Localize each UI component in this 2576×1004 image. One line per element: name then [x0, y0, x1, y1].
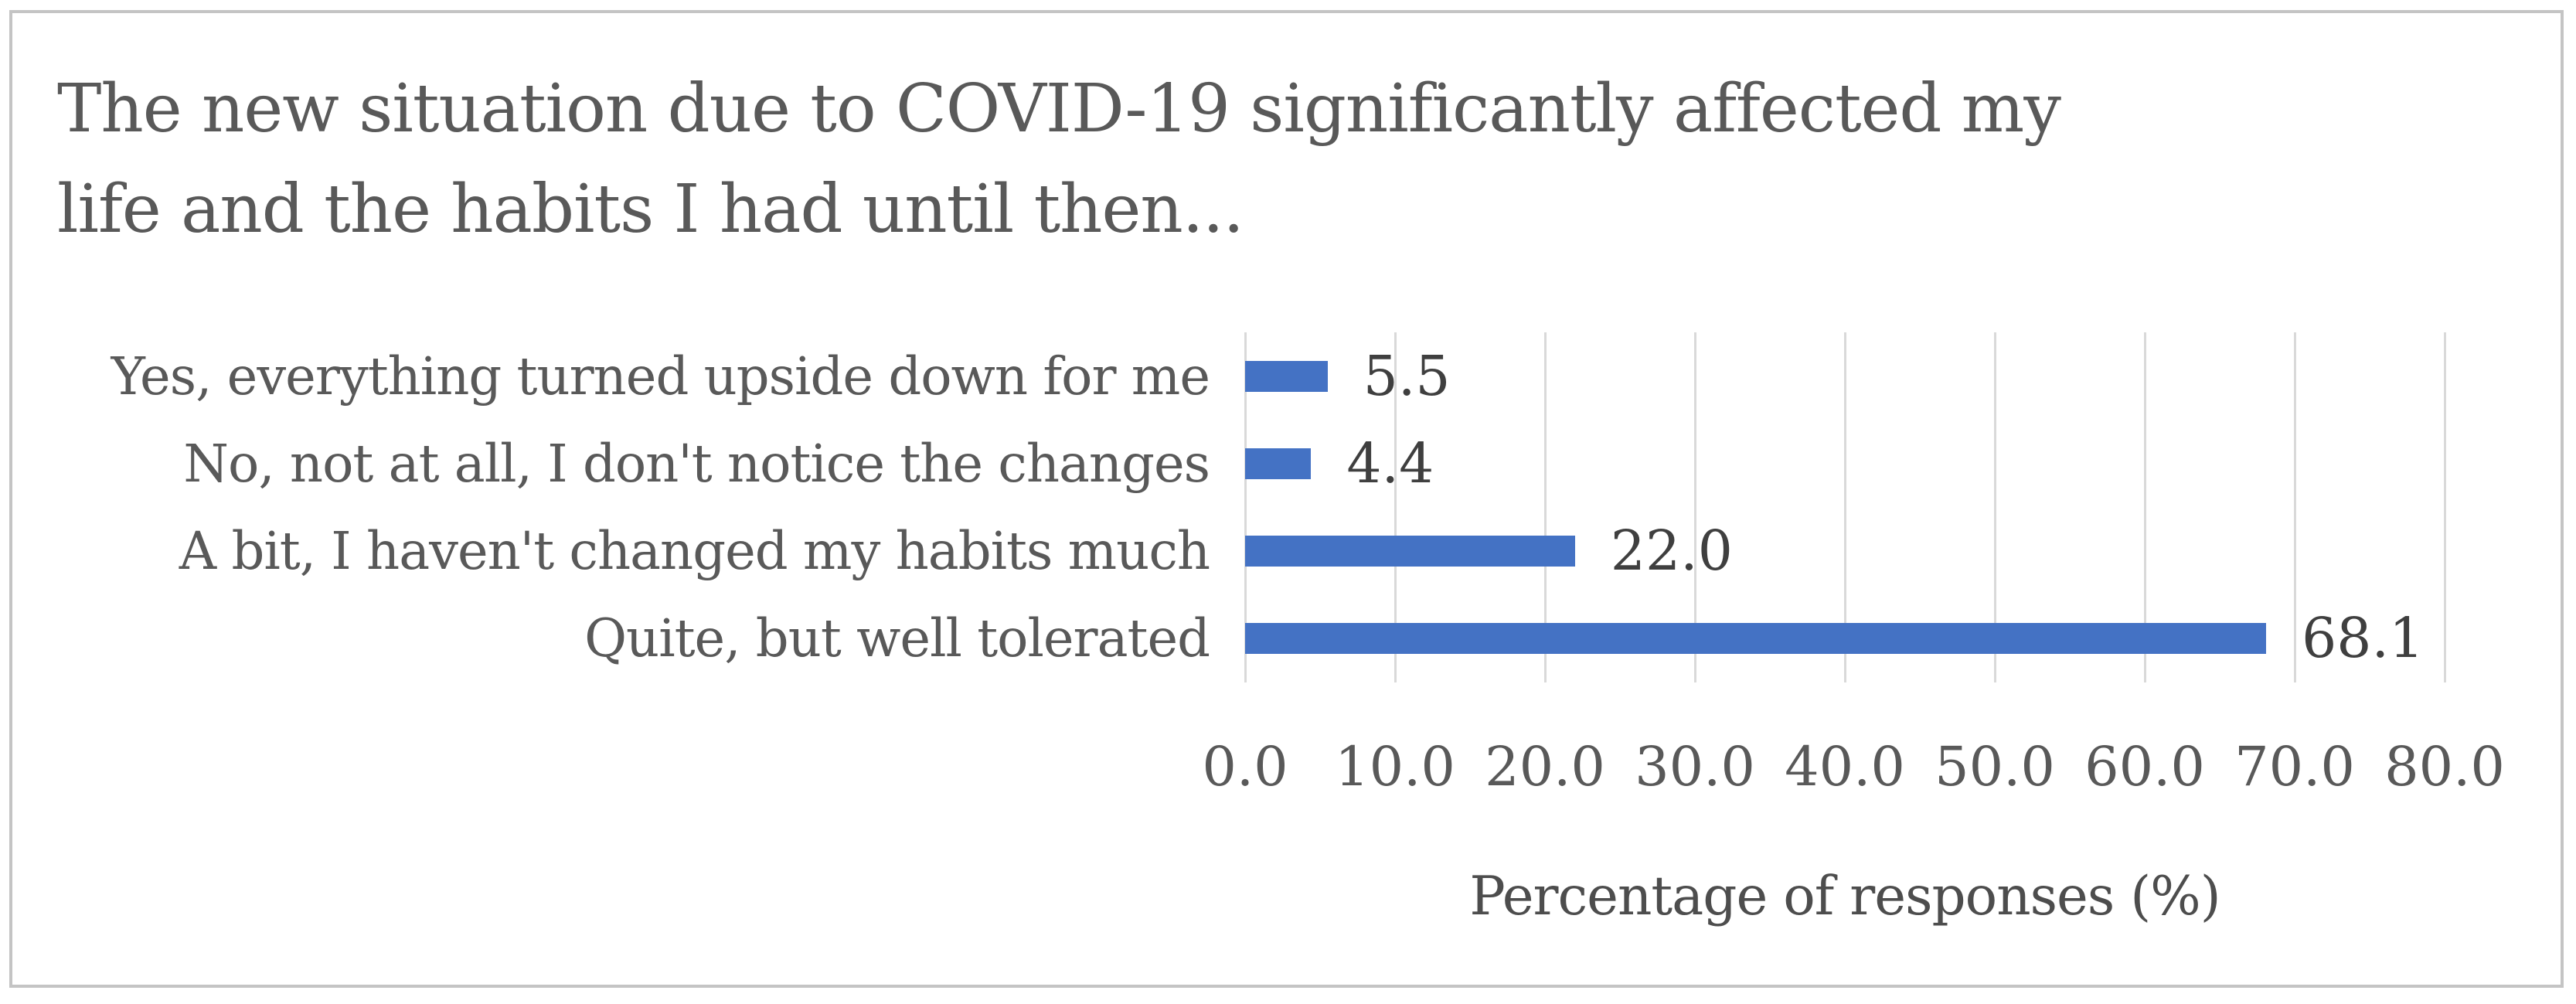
x-tick-label: 60.0 [2084, 735, 2205, 798]
category-label: A bit, I haven't changed my habits much [179, 521, 1210, 582]
gridline [1993, 332, 1996, 682]
chart-title-line-1: The new situation due to COVID-19 signif… [57, 70, 2061, 148]
gridline [2443, 332, 2446, 682]
gridline [1393, 332, 1397, 682]
x-tick-label: 20.0 [1485, 735, 1605, 798]
value-label: 5.5 [1363, 343, 1451, 408]
x-tick-label: 30.0 [1635, 735, 1755, 798]
chart-title: The new situation due to COVID-19 signif… [57, 59, 2299, 260]
x-tick-label: 10.0 [1335, 735, 1455, 798]
chart-title-line-2: life and the habits I had until then... [57, 171, 1244, 248]
gridline [1843, 332, 1846, 682]
gridline [1543, 332, 1547, 682]
gridline [1693, 332, 1696, 682]
x-axis-title: Percentage of responses (%) [1469, 866, 2220, 927]
bar [1245, 536, 1575, 567]
bar [1245, 360, 1328, 392]
x-tick-label: 80.0 [2384, 735, 2505, 798]
value-label: 68.1 [2302, 606, 2425, 671]
bar [1245, 448, 1312, 479]
category-label: No, not at all, I don't notice the chang… [183, 433, 1210, 494]
x-tick-label: 40.0 [1785, 735, 1905, 798]
x-tick-label: 0.0 [1202, 735, 1288, 798]
gridline [2143, 332, 2146, 682]
figure-border [9, 10, 2564, 988]
value-label: 22.0 [1610, 519, 1733, 584]
bar [1245, 623, 2267, 655]
gridline [1244, 332, 1247, 682]
gridline [2293, 332, 2296, 682]
category-label: Yes, everything turned upside down for m… [111, 345, 1210, 407]
x-tick-label: 50.0 [1935, 735, 2055, 798]
category-label: Quite, but well tolerated [584, 608, 1210, 669]
x-tick-label: 70.0 [2234, 735, 2355, 798]
value-label: 4.4 [1346, 431, 1434, 495]
